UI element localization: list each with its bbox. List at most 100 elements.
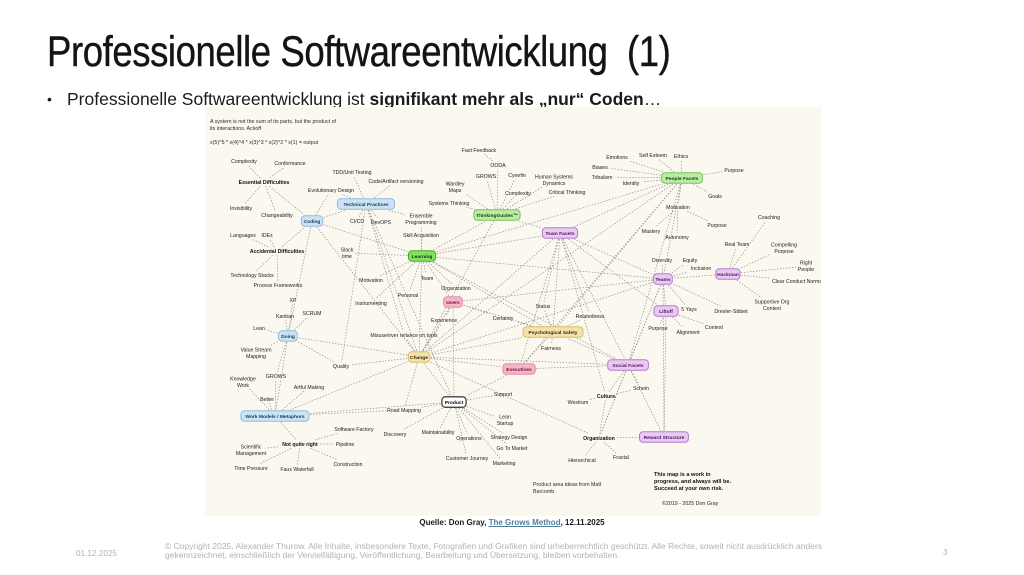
svg-text:Ethics: Ethics [674,154,689,160]
svg-text:Better: Better [260,397,274,403]
svg-text:Compelling: Compelling [771,243,797,249]
svg-text:Kanban: Kanban [276,314,294,320]
svg-text:Drexler-Sibbet: Drexler-Sibbet [714,309,748,315]
svg-text:Right: Right [800,261,813,267]
svg-text:x(5)^5 * x(4)^4 * x(3)^3 * x(2: x(5)^5 * x(4)^4 * x(3)^3 * x(2)^2 * x(1)… [210,140,319,146]
svg-text:Essential Difficulties: Essential Difficulties [239,180,290,186]
svg-text:Organization: Organization [441,286,471,292]
svg-text:Maps: Maps [449,188,462,194]
svg-text:Team Facets: Team Facets [545,231,575,237]
svg-text:GROWS: GROWS [266,374,287,380]
svg-text:progress, and always will be.: progress, and always will be. [654,479,732,485]
svg-text:Fast Feedback: Fast Feedback [462,148,497,154]
svg-text:Equity: Equity [683,258,698,264]
svg-text:Artful Making: Artful Making [294,385,324,391]
svg-text:Goals: Goals [708,194,722,200]
svg-text:Go To Market: Go To Market [496,446,528,452]
svg-text:Hierarchical: Hierarchical [568,458,595,464]
svg-text:Succeed at your own risk.: Succeed at your own risk. [654,486,723,492]
svg-text:Fairness: Fairness [541,346,561,352]
svg-text:Social Facets: Social Facets [612,363,644,369]
svg-text:Motivation: Motivation [666,205,690,211]
svg-text:OODA: OODA [490,163,506,169]
svg-text:ThinkingGuides™: ThinkingGuides™ [476,213,518,219]
svg-text:Self Esteem: Self Esteem [639,153,667,159]
svg-text:Conformance: Conformance [274,161,305,167]
svg-text:Instrumenting: Instrumenting [355,301,387,307]
svg-text:Hackman: Hackman [717,272,739,278]
svg-text:Users: Users [446,300,460,306]
svg-text:Work Models / Metaphors: Work Models / Metaphors [245,414,304,420]
svg-text:Startup: Startup [497,421,514,427]
svg-text:Alignment: Alignment [676,330,700,336]
svg-text:Personal: Personal [398,293,418,299]
svg-text:Context: Context [763,306,781,312]
svg-text:Cynefin: Cynefin [508,173,526,179]
svg-text:Change: Change [410,355,428,361]
svg-text:Barcomb: Barcomb [533,489,554,495]
svg-text:Strategy Design: Strategy Design [491,435,528,441]
svg-text:Code/Artifact versioning: Code/Artifact versioning [368,179,423,185]
svg-text:Scientific: Scientific [241,445,262,451]
svg-text:Psychological Safety: Psychological Safety [529,330,578,336]
svg-text:Organization: Organization [583,436,615,442]
svg-text:Emotions: Emotions [606,155,628,161]
svg-text:This map is a work in: This map is a work in [654,472,711,478]
svg-text:Experience: Experience [431,318,457,324]
svg-text:Wardley: Wardley [446,182,465,188]
svg-text:Executives: Executives [506,367,532,373]
svg-text:Real Team: Real Team [725,242,750,248]
svg-text:Technical Practices: Technical Practices [343,202,389,208]
svg-text:Autonomy: Autonomy [665,235,689,241]
svg-text:Marketing: Marketing [493,461,516,467]
svg-text:Ensemble: Ensemble [409,214,432,220]
svg-text:time: time [342,254,352,260]
svg-text:People Facets: People Facets [666,176,699,182]
svg-text:Slack: Slack [341,248,354,254]
svg-text:Complexity: Complexity [505,191,531,197]
svg-text:TDD/Unit Testing: TDD/Unit Testing [332,170,371,176]
svg-text:SCRUM: SCRUM [302,311,321,317]
svg-text:Team: Team [421,276,434,282]
svg-text:Management: Management [236,451,267,457]
svg-text:Lean: Lean [253,326,265,332]
svg-text:Identity: Identity [623,181,640,187]
svg-text:Coaching: Coaching [758,215,780,221]
svg-text:Supportive Org: Supportive Org [755,300,790,306]
svg-text:Support: Support [494,392,513,398]
svg-text:Mastery: Mastery [642,229,661,235]
svg-text:Product area ideas from Matt: Product area ideas from Matt [533,482,602,488]
svg-text:Critical Thinking: Critical Thinking [549,190,586,196]
svg-text:Complexity: Complexity [231,159,257,165]
svg-text:Faux Waterfall: Faux Waterfall [280,467,313,473]
svg-text:Purpose: Purpose [648,326,667,332]
svg-text:Pipeline: Pipeline [336,442,355,448]
svg-text:Motivation: Motivation [359,278,383,284]
svg-text:Teams: Teams [655,277,670,283]
svg-text:Mapping: Mapping [246,354,266,360]
svg-text:Fractal: Fractal [613,455,629,461]
svg-text:Operations: Operations [456,436,482,442]
svg-text:Technology Stacks: Technology Stacks [230,273,274,279]
svg-text:Purpose: Purpose [774,249,793,255]
svg-text:Relatedness: Relatedness [576,314,605,320]
svg-text:Lean: Lean [499,415,511,421]
svg-text:Knowledge: Knowledge [230,377,256,383]
svg-text:Maintainability: Maintainability [422,430,455,436]
svg-text:Accidental Difficulties: Accidental Difficulties [250,249,304,255]
svg-text:Diversity: Diversity [652,258,672,264]
svg-text:Tribalism: Tribalism [592,175,613,181]
svg-text:its interactions. Ackoff: its interactions. Ackoff [210,126,262,132]
svg-text:Inclusion: Inclusion [691,266,712,272]
svg-text:Languages: Languages [230,233,256,239]
svg-text:Construction: Construction [333,462,362,468]
svg-text:Skill Acquisition: Skill Acquisition [403,233,439,239]
svg-text:XP: XP [290,298,297,304]
svg-text:People: People [798,267,814,273]
svg-text:5 Yays: 5 Yays [681,307,697,313]
svg-text:Time Pressure: Time Pressure [234,466,268,472]
svg-text:Purpose: Purpose [724,168,743,174]
svg-text:Reward Structure: Reward Structure [644,435,685,441]
svg-text:Not quite right: Not quite right [282,442,318,448]
svg-text:Road Mapping: Road Mapping [387,408,421,414]
